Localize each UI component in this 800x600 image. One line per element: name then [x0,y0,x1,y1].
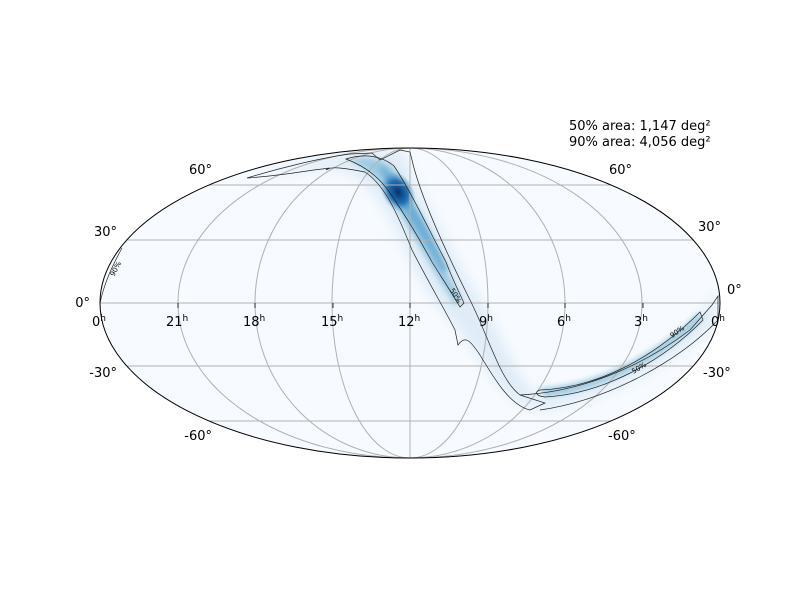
contour-50-south [536,311,704,398]
contour-90-north [246,149,546,411]
dec-label-left-minus30: -30° [89,366,117,381]
ra-label-0h-left: 0h [92,314,106,330]
ra-label-18h: 18h [243,314,265,330]
credible-area-summary: 50% area: 1,147 deg² 90% area: 4,056 deg… [569,119,711,151]
contour-50-north [344,155,465,308]
dec-labels-right: 60° 30° 0° -30° -60° [608,163,742,444]
contour-90-south [519,294,719,411]
ra-label-12h: 12h [398,314,420,330]
contours [100,149,719,411]
area-50-text: 50% area: 1,147 deg² [569,119,711,134]
dec-label-left-minus60: -60° [184,429,212,444]
ra-label-6h: 6h [557,314,571,330]
ra-label-21h: 21h [166,314,188,330]
dec-labels-left: 60° 30° 0° -30° -60° [75,163,212,444]
ra-labels: 0h 21h 18h 15h 12h 9h 6h 3h 0h [92,314,725,330]
ra-label-0h-right: 0h [711,314,725,330]
dec-label-right-minus30: -30° [703,366,731,381]
contour-90-west-edge [100,247,123,304]
ra-label-9h: 9h [479,314,493,330]
dec-label-left-0: 0° [75,296,90,311]
ra-label-3h: 3h [634,314,648,330]
dec-label-right-60: 60° [609,163,632,178]
dec-label-right-0: 0° [727,283,742,298]
prob-band-north [348,157,462,305]
dec-label-left-30: 30° [94,225,117,240]
dec-label-left-60: 60° [189,163,212,178]
area-90-text: 90% area: 4,056 deg² [569,135,711,150]
prob-peak [380,171,416,213]
sky-border [99,147,721,459]
ra-label-15h: 15h [321,314,343,330]
dec-label-right-minus60: -60° [608,429,636,444]
dec-label-right-30: 30° [698,220,721,235]
ra-tick-marks [177,303,644,308]
